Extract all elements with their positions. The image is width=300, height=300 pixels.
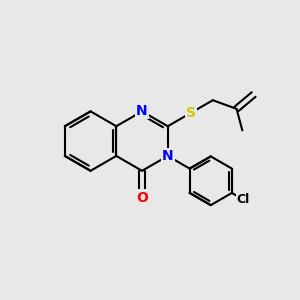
Text: O: O	[136, 190, 148, 205]
Text: Cl: Cl	[237, 193, 250, 206]
Text: S: S	[186, 106, 196, 120]
Text: N: N	[136, 104, 148, 118]
Text: N: N	[162, 149, 174, 163]
